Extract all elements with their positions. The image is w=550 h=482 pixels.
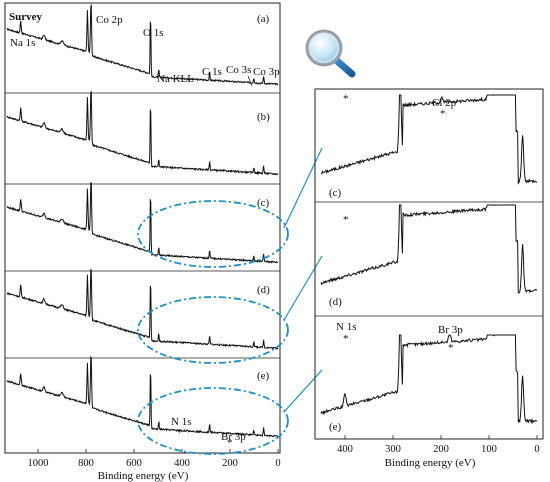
star-e-br3p: * xyxy=(448,342,454,354)
survey-tick-label-400: 400 xyxy=(174,458,190,469)
zoom-tick-label-200: 200 xyxy=(433,444,449,455)
survey-title: Survey xyxy=(9,11,43,23)
survey-spectrum-a xyxy=(6,4,279,86)
survey-tick-label-0: 0 xyxy=(275,458,280,469)
zoom-callouts xyxy=(137,147,323,455)
star-c-cl2p: * xyxy=(440,108,446,120)
star-e-n1s: * xyxy=(343,333,349,345)
survey-tick-label-1000: 1000 xyxy=(28,458,49,469)
annot-o1s: O 1s xyxy=(143,27,163,39)
left-panel-label-c: (c) xyxy=(257,197,270,209)
zoom-spectrum-e xyxy=(320,334,538,425)
survey-chart: Survey (a) (b) (c) (d) (e) Na 1s Co 2p O… xyxy=(4,2,281,482)
survey-spectrum-c xyxy=(6,182,278,264)
zoom-tick-label-100: 100 xyxy=(481,444,497,455)
zoom-x-axis-title: Binding energy (eV) xyxy=(385,457,476,469)
survey-spectrum-d xyxy=(6,268,279,350)
star-d-400: * xyxy=(343,214,349,226)
callout-ellipse-c xyxy=(137,200,289,268)
right-panel-label-e: (e) xyxy=(329,421,342,433)
survey-tick-label-800: 800 xyxy=(78,458,94,469)
annot-co2p: Co 2p xyxy=(96,14,123,26)
annot-n1s-zoom: N 1s xyxy=(336,321,356,333)
left-panel-label-e: (e) xyxy=(257,370,270,382)
zoom-tick-label-400: 400 xyxy=(337,444,353,455)
annot-co3s: Co 3s xyxy=(226,64,251,76)
right-panel-label-c: (c) xyxy=(329,187,342,199)
zoom-spectrum-d xyxy=(320,204,538,294)
callout-line-e xyxy=(283,369,323,413)
zoom-spectrum-c xyxy=(320,94,538,185)
survey-spectrum-b xyxy=(6,90,279,176)
annot-n1s-e: N 1s xyxy=(171,416,191,428)
annot-co3p: Co 3p xyxy=(253,66,280,78)
annot-na1s: Na 1s xyxy=(10,37,35,49)
zoom-frame xyxy=(314,88,544,440)
survey-spectrum-e xyxy=(6,355,279,438)
star-br3p-e: * xyxy=(227,437,233,449)
survey-x-ticks xyxy=(37,449,279,453)
callout-ellipse-e xyxy=(137,387,289,455)
zoom-tick-label-0: 0 xyxy=(534,444,539,455)
callout-line-d xyxy=(283,255,323,321)
survey-tick-label-200: 200 xyxy=(222,458,238,469)
right-panel-label-d: (d) xyxy=(329,296,342,308)
star-n1s-e: * xyxy=(177,427,183,439)
zoom-tick-label-300: 300 xyxy=(385,444,401,455)
left-panel-label-d: (d) xyxy=(257,284,270,296)
callout-ellipse-d xyxy=(137,296,289,364)
left-panel-label-a: (a) xyxy=(257,13,270,25)
zoom-chart: (c) (d) (e) * Cl 2p * * N 1s * Br 3p * 4… xyxy=(314,88,544,469)
annot-c1s: C 1s xyxy=(202,66,222,78)
survey-frame xyxy=(4,2,281,454)
survey-x-axis-title: Binding energy (eV) xyxy=(98,470,189,482)
survey-tick-label-600: 600 xyxy=(126,458,142,469)
left-panel-label-b: (b) xyxy=(257,111,270,123)
annot-br3p-zoom: Br 3p xyxy=(438,324,463,336)
callout-line-c xyxy=(283,147,323,229)
star-c-400: * xyxy=(343,93,349,105)
co3s-pointer xyxy=(247,75,253,87)
magnifier-icon xyxy=(305,29,356,78)
zoom-x-ticks xyxy=(344,435,538,439)
